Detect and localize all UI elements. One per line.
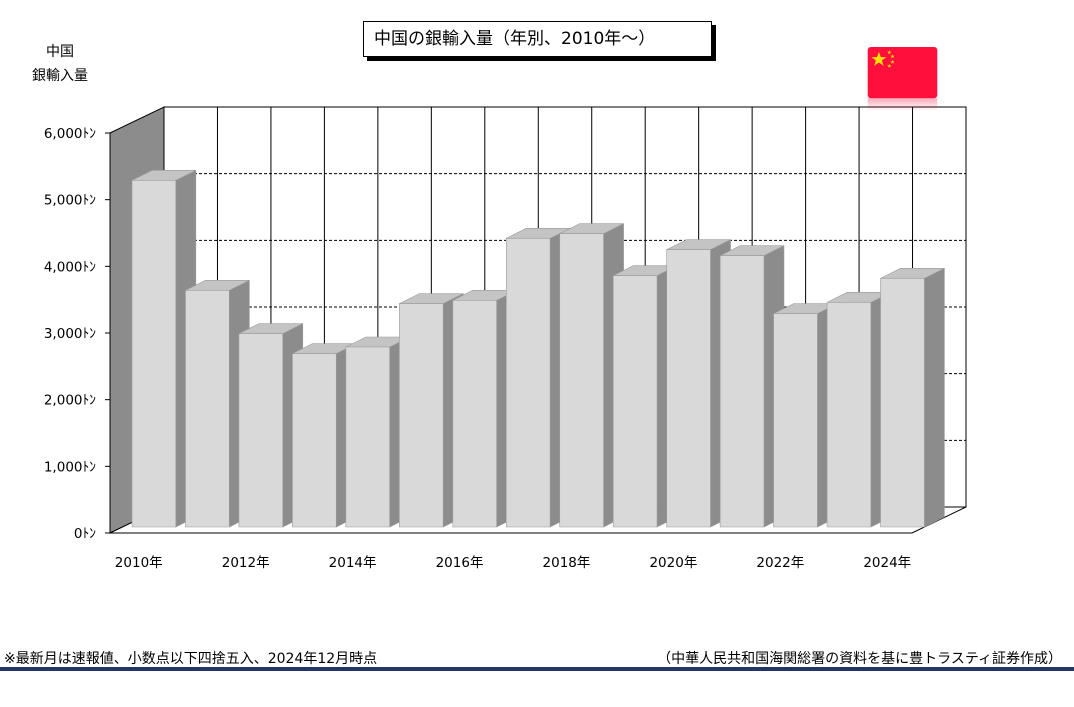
bar-front xyxy=(292,353,337,528)
y-axis-label-line2: 銀輸入量 xyxy=(32,68,88,84)
chart-title: 中国の銀輸入量（年別、2010年〜） xyxy=(363,21,712,57)
bar-front xyxy=(185,290,230,528)
x-tick-label: 2014年 xyxy=(329,555,377,571)
bar-front xyxy=(826,302,872,528)
x-tick-label: 2020年 xyxy=(649,555,697,571)
bar xyxy=(880,267,945,528)
y-tick-label: 3,000ﾄﾝ xyxy=(44,326,96,342)
x-tick-label: 2018年 xyxy=(543,555,591,571)
bar-front xyxy=(612,275,658,528)
bar-front xyxy=(505,238,551,528)
bar-front xyxy=(452,300,497,528)
x-tick-label: 2010年 xyxy=(115,555,163,571)
bar-front xyxy=(345,346,391,528)
y-tick-label: 2,000ﾄﾝ xyxy=(44,393,96,409)
y-axis-label-line1: 中国 xyxy=(46,44,74,60)
x-tick-label: 2022年 xyxy=(756,555,804,571)
bar-front xyxy=(399,303,444,528)
bar-front xyxy=(773,313,818,528)
x-tick-label: 2024年 xyxy=(863,555,911,571)
y-axis-label: 中国 銀輸入量 xyxy=(18,40,102,88)
y-tick-label: 6,000ﾄﾝ xyxy=(44,126,96,142)
bar-side xyxy=(924,267,945,528)
bar-front xyxy=(559,233,604,528)
bar-front xyxy=(666,249,711,528)
bar-front xyxy=(131,180,177,528)
bar-front xyxy=(238,333,284,528)
x-tick-label: 2012年 xyxy=(222,555,270,571)
bar-front xyxy=(880,278,925,528)
y-tick-label: 4,000ﾄﾝ xyxy=(44,259,96,275)
footnote: ※最新月は速報値、小数点以下四捨五入、2024年12月時点 xyxy=(4,651,378,667)
y-tick-label: 0ﾄﾝ xyxy=(74,526,96,542)
source-note: （中華人民共和国海関総署の資料を基に豊トラスティ証券作成） xyxy=(657,651,1062,667)
bar-front xyxy=(719,255,765,528)
bottom-divider xyxy=(0,667,1074,671)
x-tick-label: 2016年 xyxy=(436,555,484,571)
y-tick-label: 5,000ﾄﾝ xyxy=(44,193,96,209)
china-flag-icon xyxy=(867,47,938,111)
y-tick-label: 1,000ﾄﾝ xyxy=(44,459,96,475)
